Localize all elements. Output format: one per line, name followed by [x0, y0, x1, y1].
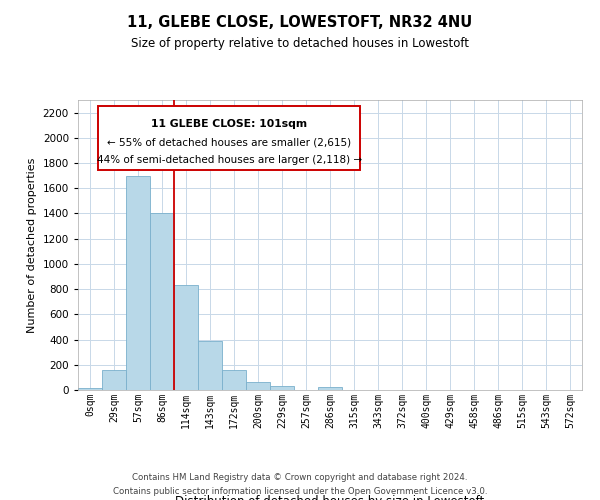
Bar [78, 388, 102, 390]
X-axis label: Distribution of detached houses by size in Lowestoft: Distribution of detached houses by size … [175, 494, 485, 500]
Bar [222, 370, 246, 390]
Text: 44% of semi-detached houses are larger (2,118) →: 44% of semi-detached houses are larger (… [97, 155, 362, 165]
Bar [102, 370, 126, 390]
Bar [150, 214, 174, 390]
Bar [246, 382, 270, 390]
Text: Contains public sector information licensed under the Open Government Licence v3: Contains public sector information licen… [113, 486, 487, 496]
FancyBboxPatch shape [98, 106, 360, 170]
Text: Size of property relative to detached houses in Lowestoft: Size of property relative to detached ho… [131, 38, 469, 51]
Text: ← 55% of detached houses are smaller (2,615): ← 55% of detached houses are smaller (2,… [107, 138, 351, 148]
Bar [198, 342, 222, 390]
Bar [174, 286, 198, 390]
Bar [318, 387, 342, 390]
Bar [126, 176, 150, 390]
Bar [270, 386, 294, 390]
Text: 11, GLEBE CLOSE, LOWESTOFT, NR32 4NU: 11, GLEBE CLOSE, LOWESTOFT, NR32 4NU [127, 15, 473, 30]
Text: Contains HM Land Registry data © Crown copyright and database right 2024.: Contains HM Land Registry data © Crown c… [132, 473, 468, 482]
Y-axis label: Number of detached properties: Number of detached properties [27, 158, 37, 332]
Text: 11 GLEBE CLOSE: 101sqm: 11 GLEBE CLOSE: 101sqm [151, 118, 307, 128]
